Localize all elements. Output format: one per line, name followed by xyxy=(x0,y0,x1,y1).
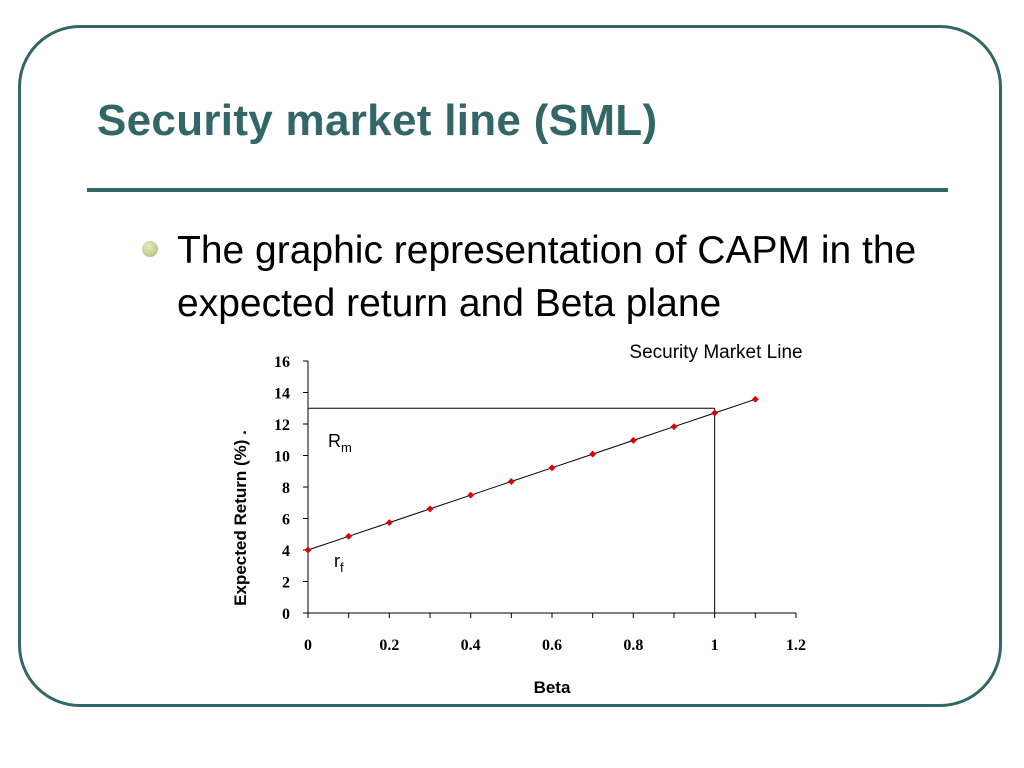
data-point-marker xyxy=(507,477,515,486)
data-point-marker xyxy=(711,409,719,417)
y-tick-label: 2 xyxy=(282,575,290,592)
chart-axes xyxy=(303,360,797,618)
data-point-marker xyxy=(467,491,475,499)
x-tick-label: 0.2 xyxy=(379,637,399,654)
data-point-marker xyxy=(304,546,312,554)
data-point-marker xyxy=(629,436,637,444)
x-tick-label: 0.6 xyxy=(542,637,562,654)
reference-lines xyxy=(308,407,716,613)
y-axis-label: Expected Return (%) . xyxy=(231,430,250,606)
x-tick-label: 0.8 xyxy=(623,637,643,654)
y-tick-label: 10 xyxy=(274,449,290,466)
chart-title: Security Market Line xyxy=(629,342,802,363)
x-tick-label: 1 xyxy=(711,637,719,654)
data-point-marker xyxy=(385,519,393,527)
data-point-marker xyxy=(670,423,678,431)
sml-series xyxy=(304,395,759,554)
bullet-text: The graphic representation of CAPM in th… xyxy=(177,229,917,325)
risk-free-main: r xyxy=(334,551,340,571)
data-point-marker xyxy=(548,464,556,472)
x-axis-label: Beta xyxy=(534,678,571,697)
data-point-marker xyxy=(751,395,759,403)
market-return-sub: m xyxy=(341,440,352,455)
data-point-marker xyxy=(589,450,597,458)
bullet-icon xyxy=(142,241,158,257)
sml-line xyxy=(307,398,756,551)
x-tick-label: 1.2 xyxy=(786,637,806,654)
risk-free-sub: f xyxy=(340,560,344,575)
tick-labels: 0 2 4 6 8 10 12 14 16 0 0.2 0.4 0.6 0.8 1 1.2 xyxy=(274,354,806,654)
y-tick-label: 12 xyxy=(274,417,290,434)
market-return-main: R xyxy=(328,431,341,451)
y-tick-label: 14 xyxy=(274,386,290,403)
y-tick-label: 4 xyxy=(282,543,290,560)
y-tick-label: 0 xyxy=(282,606,290,623)
x-tick-label: 0.4 xyxy=(461,637,481,654)
data-point-marker xyxy=(426,505,434,513)
data-point-marker xyxy=(345,532,353,540)
title-divider xyxy=(87,188,948,192)
slide-title: Security market line (SML) xyxy=(97,96,658,145)
y-tick-label: 8 xyxy=(282,480,290,497)
slide-frame xyxy=(18,25,1002,707)
risk-free-label: rf xyxy=(334,551,344,575)
y-tick-label: 16 xyxy=(274,354,290,371)
x-tick-label: 0 xyxy=(304,637,312,654)
market-return-label: Rm xyxy=(328,431,352,455)
y-tick-label: 6 xyxy=(282,512,290,529)
